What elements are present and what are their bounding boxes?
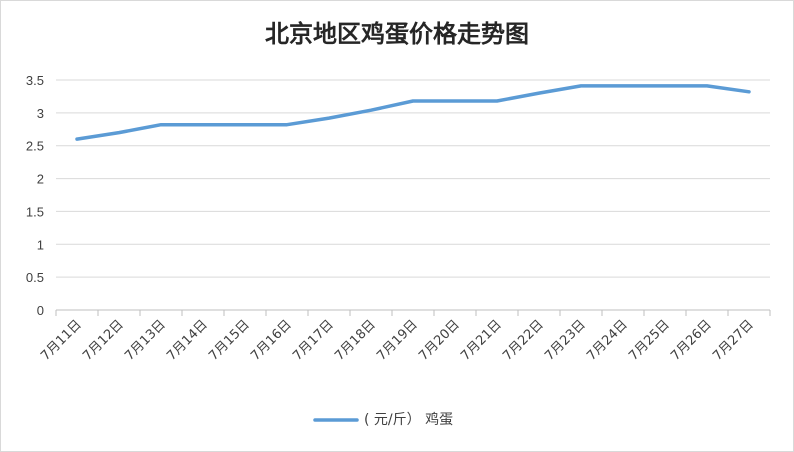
x-tick-label: 7月19日 (374, 317, 421, 364)
y-tick-label: 1 (37, 237, 44, 252)
x-tick-label: 7月18日 (332, 317, 379, 364)
x-tick-label: 7月24日 (584, 317, 631, 364)
x-tick-label: 7月13日 (122, 317, 169, 364)
gridlines (56, 79, 770, 278)
x-tick-label: 7月26日 (668, 317, 715, 364)
x-tick-label: 7月12日 (80, 317, 127, 364)
x-tick-label: 7月27日 (710, 317, 757, 364)
chart-title: 北京地区鸡蛋价格走势图 (265, 19, 529, 48)
x-tick-label: 7月11日 (38, 317, 85, 364)
x-tick-label: 7月25日 (626, 317, 673, 364)
y-tick-label: 2.5 (26, 139, 44, 154)
x-tick-label: 7月16日 (248, 317, 295, 364)
y-axis-ticks: 0 0.5 1 1.5 2 2.5 3 3.5 (26, 73, 44, 318)
series-line (75, 84, 751, 141)
y-tick-label: 1.5 (26, 204, 44, 219)
y-tick-label: 0.5 (26, 270, 44, 285)
x-tick-label: 7月15日 (206, 317, 253, 364)
x-axis-ticks: 7月11日7月12日7月13日7月14日7月15日7月16日7月17日7月18日… (38, 317, 757, 364)
x-tick-label: 7月22日 (500, 317, 547, 364)
x-tick-label: 7月20日 (416, 317, 463, 364)
x-tick-label: 7月21日 (458, 317, 505, 364)
y-tick-label: 3.5 (26, 73, 44, 88)
x-axis (55, 309, 771, 316)
x-tick-label: 7月17日 (290, 317, 337, 364)
y-tick-label: 0 (37, 303, 44, 318)
y-tick-label: 3 (37, 106, 44, 121)
legend-label: ( 元/斤） 鸡蛋 (364, 412, 454, 428)
x-tick-label: 7月14日 (164, 317, 211, 364)
y-tick-label: 2 (37, 172, 44, 187)
x-tick-label: 7月23日 (542, 317, 589, 364)
series-layer (75, 84, 751, 141)
